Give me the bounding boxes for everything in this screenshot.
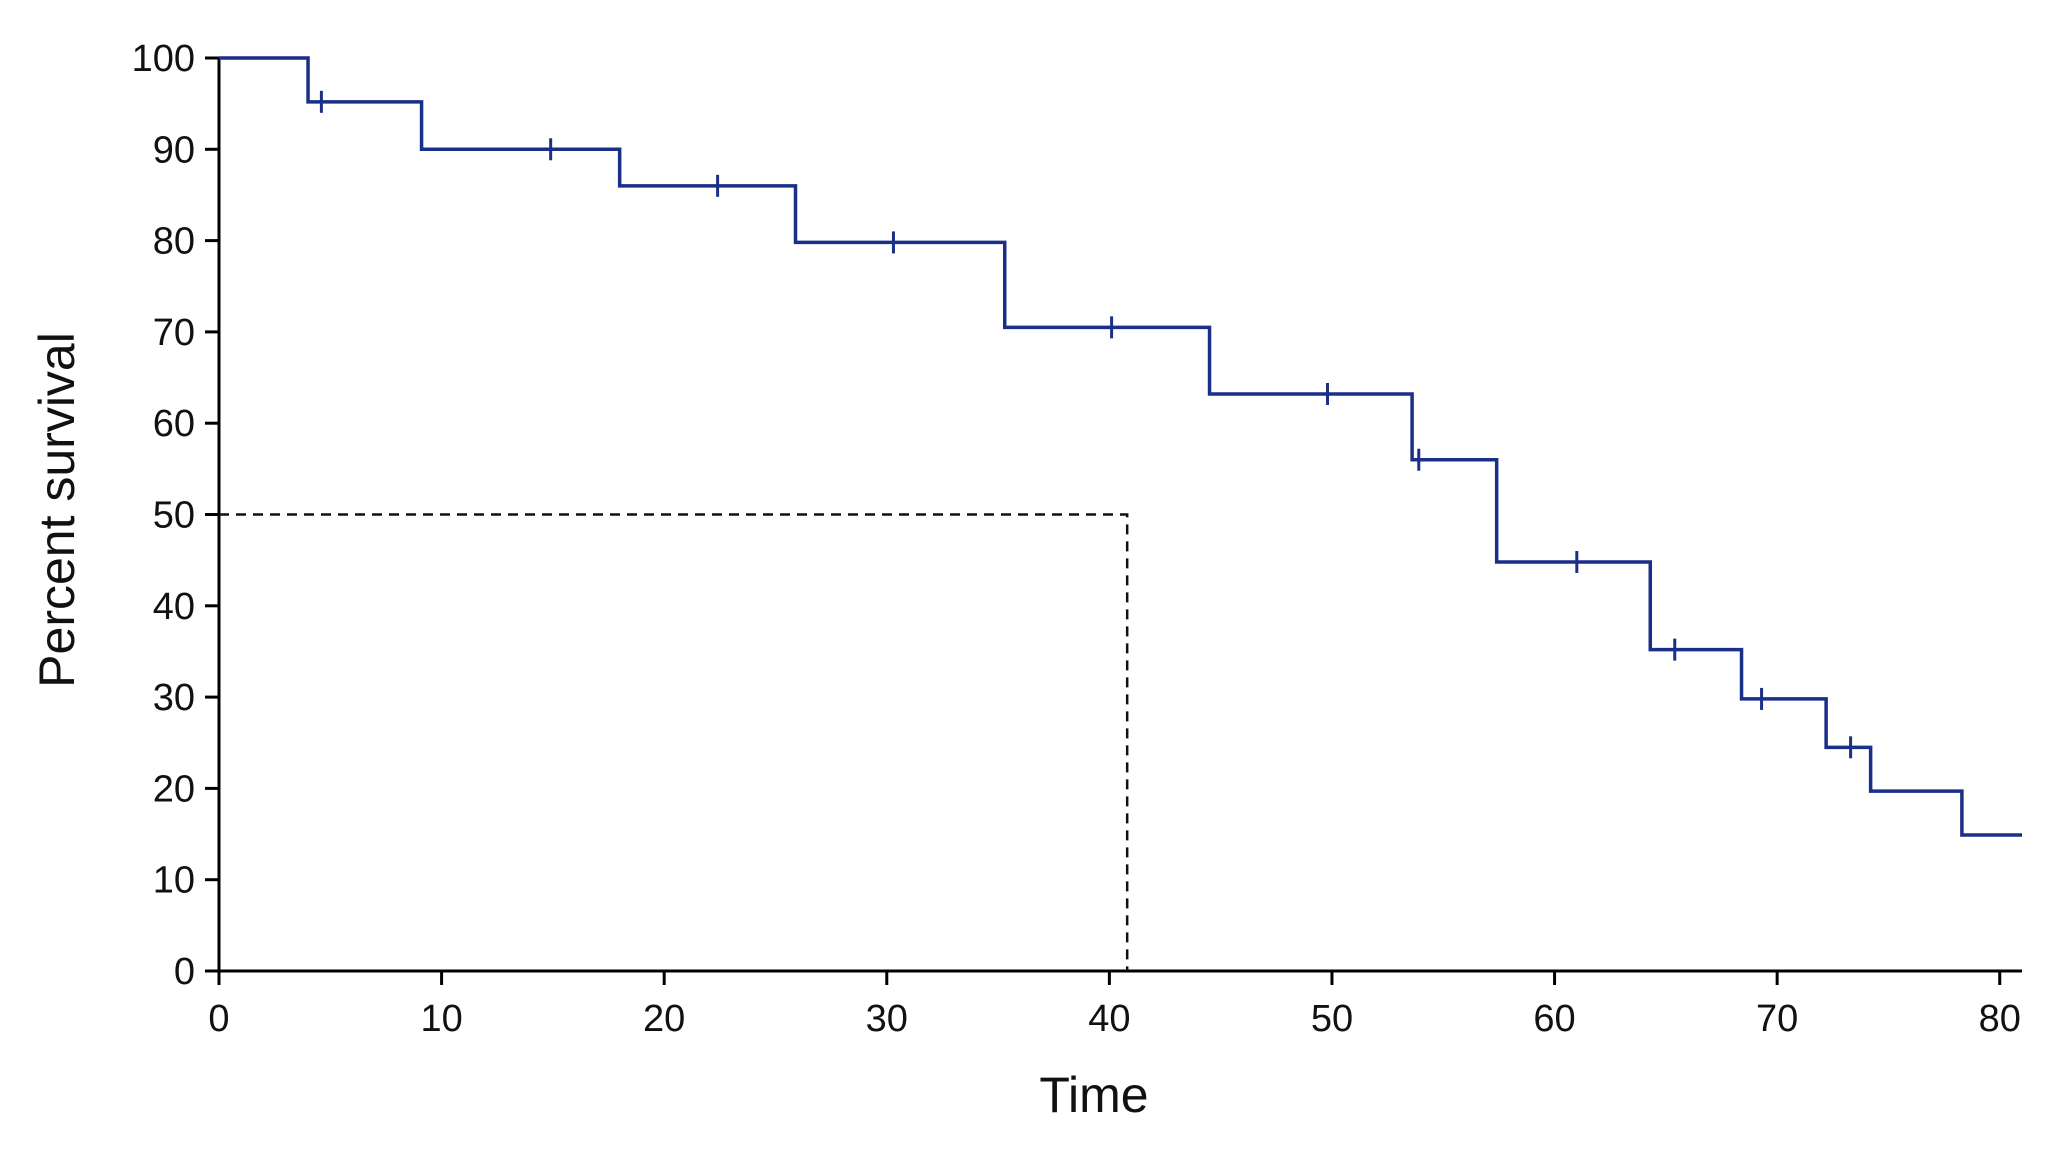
survival-curve bbox=[219, 56, 2022, 837]
x-axis-title: Time bbox=[1039, 1067, 1148, 1123]
y-tick-label: 100 bbox=[132, 38, 195, 80]
y-tick-label: 90 bbox=[153, 129, 195, 171]
y-axis-title: Percent survival bbox=[29, 332, 85, 688]
y-tick-label: 30 bbox=[153, 677, 195, 719]
median-dashed-line bbox=[219, 513, 1129, 971]
y-tick-label: 50 bbox=[153, 495, 195, 537]
survival-step-line bbox=[219, 56, 2022, 837]
y-tick-label: 40 bbox=[153, 586, 195, 628]
censor-marks bbox=[319, 90, 1853, 759]
x-tick-label: 0 bbox=[208, 998, 229, 1040]
x-tick-label: 60 bbox=[1533, 998, 1575, 1040]
y-tick-label: 60 bbox=[153, 403, 195, 445]
y-tick-label: 0 bbox=[174, 951, 195, 993]
y-tick-label: 20 bbox=[153, 768, 195, 810]
x-tick-label: 70 bbox=[1756, 998, 1798, 1040]
x-tick-label: 30 bbox=[866, 998, 908, 1040]
y-tick-label: 70 bbox=[153, 312, 195, 354]
x-tick-label: 40 bbox=[1088, 998, 1130, 1040]
ticks: 0 10 20 30 40 50 60 70 80 0 10 20 30 40 50 60 70 80 90 100 bbox=[132, 38, 2021, 1040]
median-reference bbox=[219, 513, 1129, 971]
y-tick-label: 10 bbox=[153, 860, 195, 902]
x-tick-label: 10 bbox=[420, 998, 462, 1040]
x-tick-label: 80 bbox=[1979, 998, 2021, 1040]
x-tick-label: 50 bbox=[1311, 998, 1353, 1040]
x-tick-label: 20 bbox=[643, 998, 685, 1040]
y-tick-label: 80 bbox=[153, 221, 195, 263]
